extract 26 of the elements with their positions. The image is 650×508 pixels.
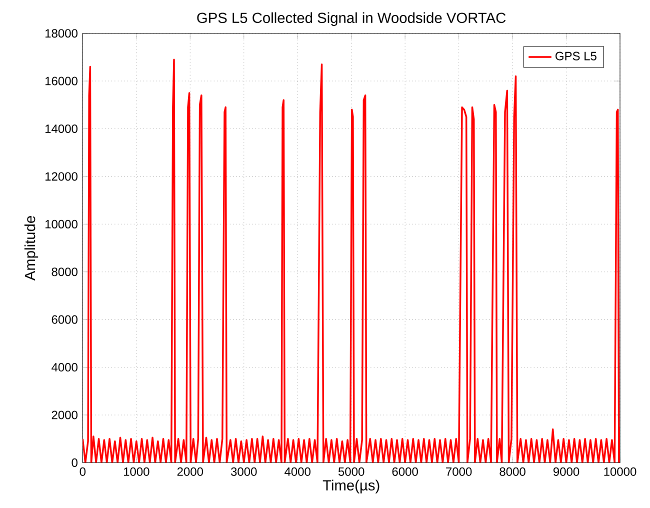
chart-title: GPS L5 Collected Signal in Woodside VORTAC <box>197 12 506 26</box>
x-tick-label: 2000 <box>177 467 204 476</box>
x-tick-label: 6000 <box>392 467 418 476</box>
y-tick-label: 2000 <box>52 410 78 420</box>
line-series <box>82 58 620 463</box>
x-tick-label: 7000 <box>446 467 472 476</box>
y-tick-label: 8000 <box>52 268 78 276</box>
x-tick-label: 8000 <box>500 467 526 476</box>
x-tick-label: 10000 <box>604 467 636 476</box>
y-tick-label: 16000 <box>46 76 78 86</box>
y-tick-label: 14000 <box>46 124 78 133</box>
y-axis-title: Amplitude <box>24 216 38 281</box>
y-tick-label: 4000 <box>52 363 78 372</box>
y-tick-label: 12000 <box>46 172 78 181</box>
y-tick-label: 10000 <box>46 220 78 228</box>
x-axis-title: Time(µs) <box>322 480 380 494</box>
x-tick-label: 3000 <box>230 467 257 476</box>
x-tick-label: 9000 <box>553 467 580 476</box>
x-tick-label: 4000 <box>284 467 310 476</box>
y-tick-label: 0 <box>72 458 78 467</box>
y-tick-label: 18000 <box>46 29 78 38</box>
x-tick-label: 0 <box>80 467 86 476</box>
x-tick-label: 1000 <box>124 467 150 476</box>
legend-label: GPS L5 <box>556 52 596 60</box>
y-tick-label: 6000 <box>52 315 78 324</box>
x-tick-label: 5000 <box>338 467 364 476</box>
